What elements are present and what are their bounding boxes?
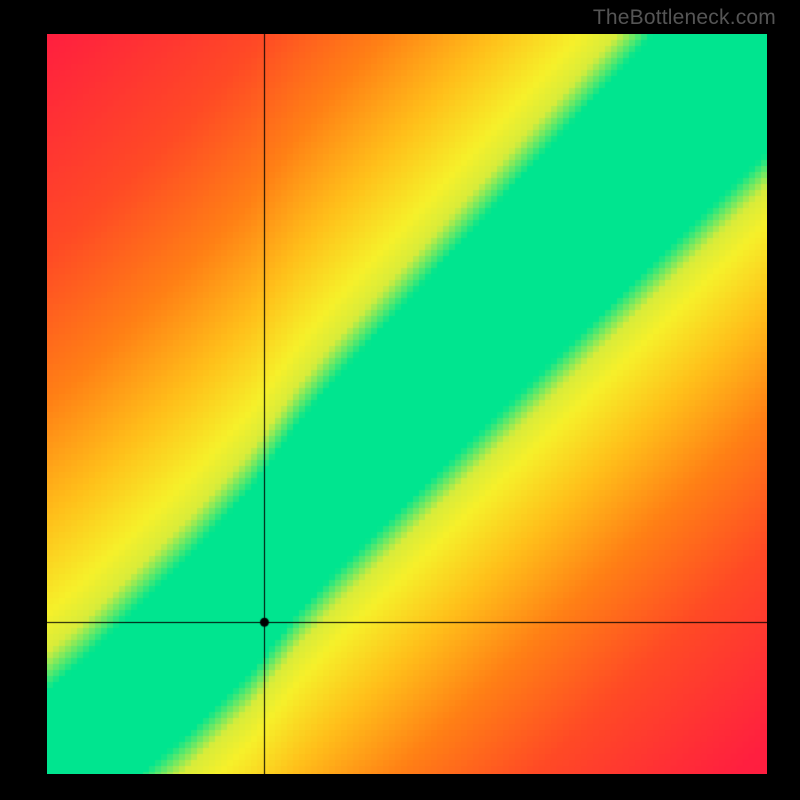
chart-container: TheBottleneck.com: [0, 0, 800, 800]
bottleneck-heatmap: [47, 34, 767, 774]
watermark-text: TheBottleneck.com: [593, 6, 776, 30]
